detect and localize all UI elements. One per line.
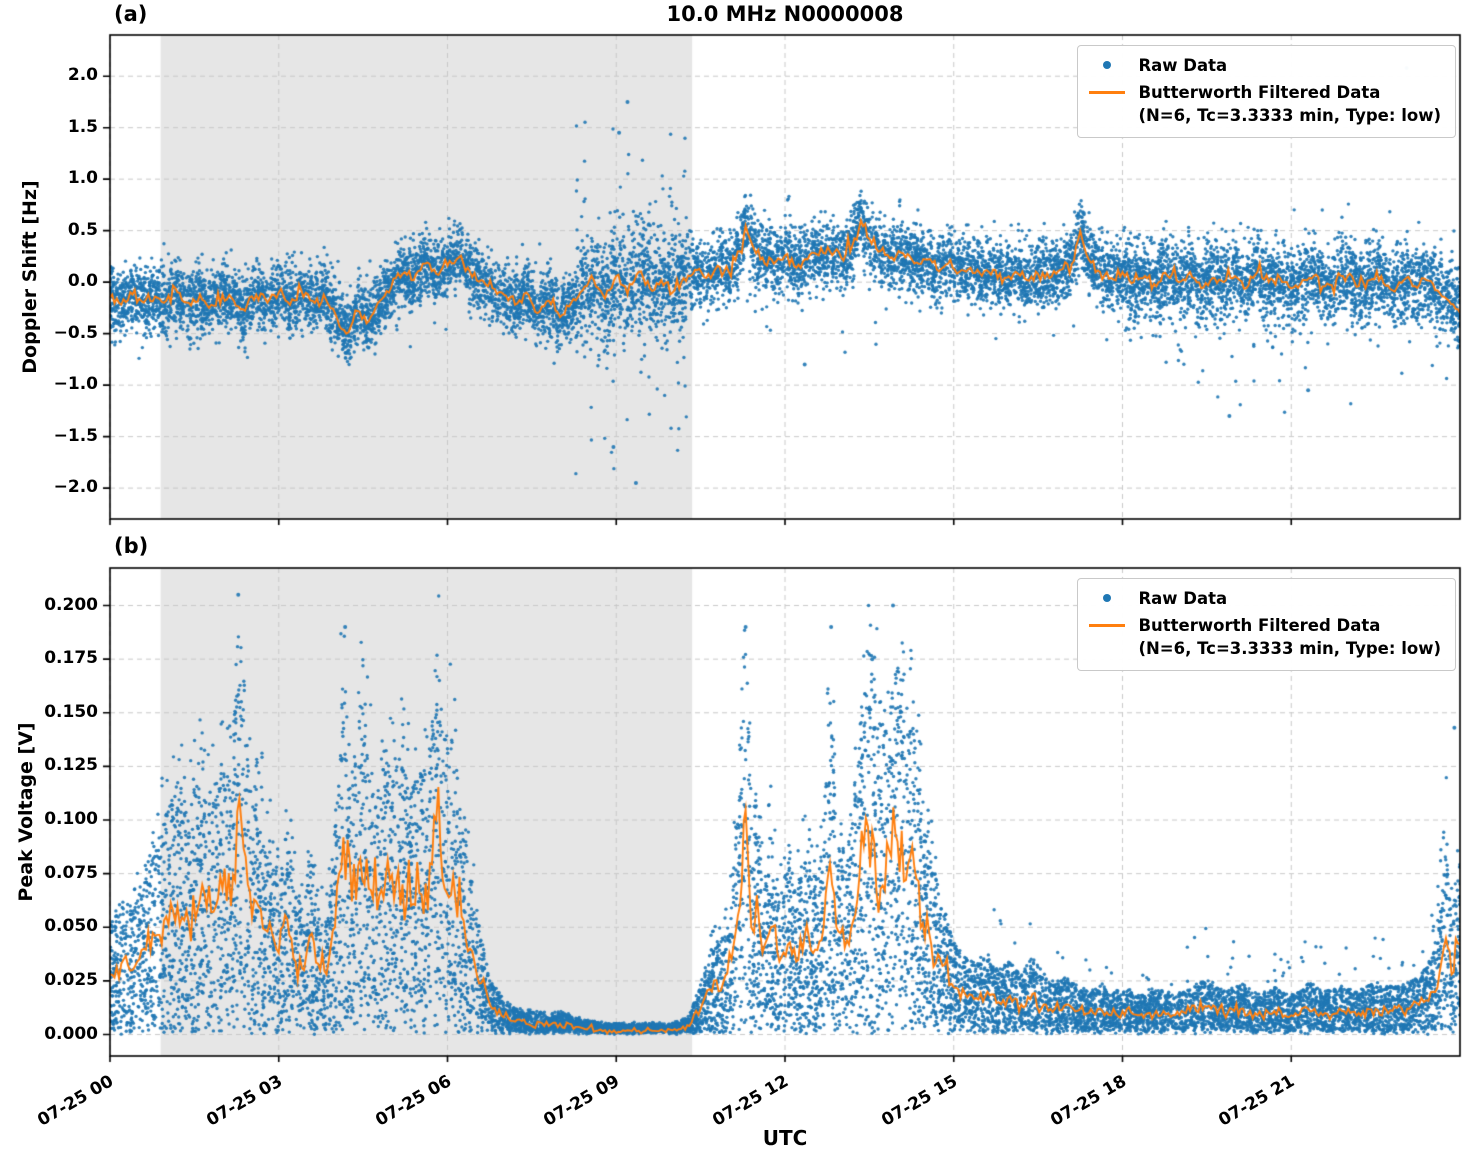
y-tick-label: 0.050 bbox=[44, 916, 98, 937]
legend-raw-label: Raw Data bbox=[1138, 56, 1228, 75]
legend-raw-entry: Raw Data bbox=[1088, 54, 1441, 77]
legend-b: Raw Data Butterworth Filtered Data (N=6,… bbox=[1077, 578, 1456, 672]
y-tick-label: 0.075 bbox=[44, 862, 98, 883]
y-tick-label: 0.125 bbox=[44, 755, 98, 776]
y-tick-label: −2.0 bbox=[53, 477, 98, 498]
y-tick-label: 0.175 bbox=[44, 648, 98, 669]
legend-filtered-label-line1: Butterworth Filtered Data bbox=[1138, 616, 1381, 636]
x-axis-label: UTC bbox=[762, 1126, 808, 1150]
panel-b-label: (b) bbox=[114, 534, 149, 558]
y-tick-label: 1.0 bbox=[67, 168, 98, 189]
legend-filtered-label-line1: Butterworth Filtered Data bbox=[1138, 83, 1381, 103]
legend-filtered-label-line2: (N=6, Tc=3.3333 min, Type: low) bbox=[1138, 639, 1441, 659]
filtered-line-marker-icon bbox=[1089, 90, 1126, 94]
panel-a-label: (a) bbox=[114, 2, 148, 26]
legend-filtered-label-line2: (N=6, Tc=3.3333 min, Type: low) bbox=[1138, 106, 1441, 126]
y-tick-label: −1.5 bbox=[53, 425, 98, 446]
legend-raw-label: Raw Data bbox=[1138, 589, 1228, 608]
y-tick-label: 0.025 bbox=[44, 969, 98, 990]
figure-title: 10.0 MHz N0000008 bbox=[666, 2, 904, 26]
y-tick-label: 0.0 bbox=[67, 271, 98, 292]
raw-data-marker-icon bbox=[1103, 61, 1112, 69]
y-tick-label: −1.0 bbox=[53, 374, 98, 395]
y-tick-label: 0.100 bbox=[44, 809, 98, 830]
legend-filtered-entry: Butterworth Filtered Data (N=6, Tc=3.333… bbox=[1088, 614, 1441, 660]
legend-raw-entry: Raw Data bbox=[1088, 587, 1441, 610]
y-tick-label: 0.150 bbox=[44, 701, 98, 722]
legend-filtered-entry: Butterworth Filtered Data (N=6, Tc=3.333… bbox=[1088, 81, 1441, 127]
filtered-line-marker-icon bbox=[1089, 623, 1126, 627]
y-tick-label: 0.000 bbox=[44, 1023, 98, 1044]
y-tick-label: −0.5 bbox=[53, 322, 98, 343]
y-tick-label: 0.200 bbox=[44, 594, 98, 615]
y-tick-label: 2.0 bbox=[67, 65, 98, 86]
raw-data-marker-icon bbox=[1103, 594, 1112, 602]
y-tick-label: 1.5 bbox=[67, 116, 98, 137]
legend-a: Raw Data Butterworth Filtered Data (N=6,… bbox=[1077, 45, 1456, 139]
y-tick-label: 0.5 bbox=[67, 219, 98, 240]
